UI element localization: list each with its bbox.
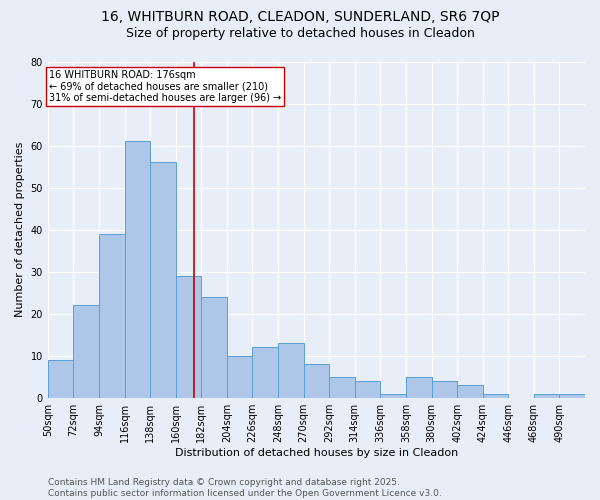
Bar — [73, 306, 99, 398]
Bar — [227, 356, 253, 398]
Y-axis label: Number of detached properties: Number of detached properties — [15, 142, 25, 318]
Text: Size of property relative to detached houses in Cleadon: Size of property relative to detached ho… — [125, 28, 475, 40]
Text: 16 WHITBURN ROAD: 176sqm
← 69% of detached houses are smaller (210)
31% of semi-: 16 WHITBURN ROAD: 176sqm ← 69% of detach… — [49, 70, 281, 103]
Bar — [431, 381, 457, 398]
Bar — [201, 297, 227, 398]
Bar — [380, 394, 406, 398]
Bar — [482, 394, 508, 398]
Bar — [534, 394, 559, 398]
Text: Contains HM Land Registry data © Crown copyright and database right 2025.
Contai: Contains HM Land Registry data © Crown c… — [48, 478, 442, 498]
Bar — [150, 162, 176, 398]
Bar — [253, 348, 278, 398]
Bar — [329, 376, 355, 398]
Bar — [125, 142, 150, 398]
Bar — [48, 360, 73, 398]
Bar — [559, 394, 585, 398]
Bar — [278, 343, 304, 398]
Bar — [176, 276, 201, 398]
Bar — [355, 381, 380, 398]
X-axis label: Distribution of detached houses by size in Cleadon: Distribution of detached houses by size … — [175, 448, 458, 458]
Bar — [406, 376, 431, 398]
Text: 16, WHITBURN ROAD, CLEADON, SUNDERLAND, SR6 7QP: 16, WHITBURN ROAD, CLEADON, SUNDERLAND, … — [101, 10, 499, 24]
Bar — [99, 234, 125, 398]
Bar — [457, 385, 482, 398]
Bar — [304, 364, 329, 398]
